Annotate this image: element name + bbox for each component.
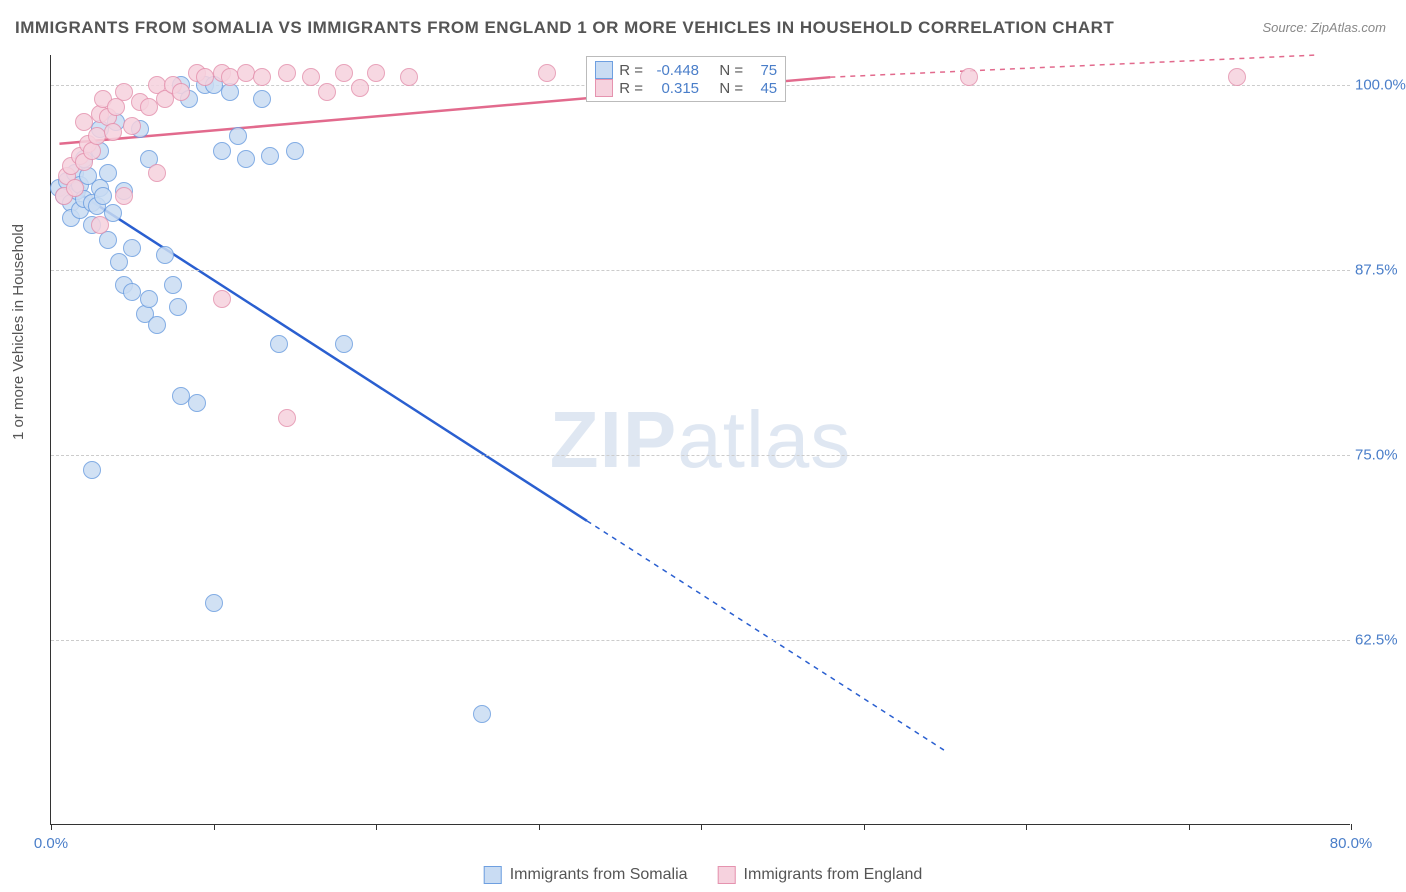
x-tick-mark bbox=[51, 824, 52, 830]
scatter-point bbox=[278, 409, 296, 427]
scatter-point bbox=[140, 290, 158, 308]
x-tick-mark bbox=[1189, 824, 1190, 830]
gridline-horizontal bbox=[51, 640, 1350, 641]
x-tick-mark bbox=[376, 824, 377, 830]
scatter-point bbox=[205, 594, 223, 612]
scatter-plot-area: ZIPatlas 62.5%75.0%87.5%100.0%0.0%80.0% bbox=[50, 55, 1350, 825]
scatter-point bbox=[335, 335, 353, 353]
scatter-point bbox=[473, 705, 491, 723]
source-value: ZipAtlas.com bbox=[1311, 20, 1386, 35]
scatter-point bbox=[156, 246, 174, 264]
scatter-point bbox=[75, 113, 93, 131]
legend-label: Immigrants from Somalia bbox=[510, 866, 688, 884]
scatter-point bbox=[172, 83, 190, 101]
legend-swatch bbox=[484, 866, 502, 884]
trend-line-solid bbox=[59, 181, 586, 521]
scatter-point bbox=[99, 164, 117, 182]
scatter-point bbox=[164, 276, 182, 294]
watermark-bold: ZIP bbox=[550, 395, 677, 484]
gridline-horizontal bbox=[51, 455, 1350, 456]
scatter-point bbox=[115, 187, 133, 205]
scatter-point bbox=[367, 64, 385, 82]
scatter-point bbox=[351, 79, 369, 97]
scatter-point bbox=[261, 147, 279, 165]
scatter-point bbox=[237, 64, 255, 82]
bottom-legend: Immigrants from Somalia Immigrants from E… bbox=[484, 866, 923, 884]
r-value: 0.315 bbox=[649, 80, 699, 97]
x-tick-mark bbox=[1026, 824, 1027, 830]
scatter-point bbox=[104, 123, 122, 141]
legend-label: Immigrants from England bbox=[744, 866, 923, 884]
y-axis-label: 1 or more Vehicles in Household bbox=[10, 224, 27, 440]
x-tick-label: 80.0% bbox=[1330, 835, 1373, 852]
y-tick-label: 100.0% bbox=[1355, 76, 1405, 93]
x-tick-mark bbox=[539, 824, 540, 830]
gridline-horizontal bbox=[51, 270, 1350, 271]
scatter-point bbox=[286, 142, 304, 160]
scatter-point bbox=[148, 316, 166, 334]
scatter-point bbox=[123, 117, 141, 135]
scatter-point bbox=[94, 187, 112, 205]
scatter-point bbox=[169, 298, 187, 316]
r-label: R = bbox=[619, 62, 643, 79]
source-label: Source: bbox=[1262, 20, 1310, 35]
x-tick-mark bbox=[701, 824, 702, 830]
legend-swatch bbox=[595, 79, 613, 97]
scatter-point bbox=[229, 127, 247, 145]
scatter-point bbox=[253, 90, 271, 108]
scatter-point bbox=[270, 335, 288, 353]
scatter-point bbox=[115, 83, 133, 101]
n-label: N = bbox=[719, 80, 743, 97]
legend-item: Immigrants from Somalia bbox=[484, 866, 688, 884]
scatter-point bbox=[110, 253, 128, 271]
x-tick-mark bbox=[1351, 824, 1352, 830]
scatter-point bbox=[213, 290, 231, 308]
scatter-point bbox=[140, 98, 158, 116]
scatter-point bbox=[91, 216, 109, 234]
trend-line-dashed bbox=[587, 521, 944, 750]
r-label: R = bbox=[619, 80, 643, 97]
watermark-light: atlas bbox=[677, 395, 851, 484]
n-value: 45 bbox=[749, 80, 777, 97]
x-tick-label: 0.0% bbox=[34, 835, 68, 852]
scatter-point bbox=[237, 150, 255, 168]
n-label: N = bbox=[719, 62, 743, 79]
correlation-stats-box: R = -0.448 N = 75 R = 0.315 N = 45 bbox=[586, 56, 786, 102]
n-value: 75 bbox=[749, 62, 777, 79]
scatter-point bbox=[318, 83, 336, 101]
trend-lines-layer bbox=[51, 55, 1350, 824]
scatter-point bbox=[335, 64, 353, 82]
legend-item: Immigrants from England bbox=[718, 866, 923, 884]
scatter-point bbox=[960, 68, 978, 86]
scatter-point bbox=[66, 179, 84, 197]
x-tick-mark bbox=[864, 824, 865, 830]
watermark: ZIPatlas bbox=[550, 394, 851, 486]
scatter-point bbox=[123, 239, 141, 257]
y-tick-label: 87.5% bbox=[1355, 261, 1405, 278]
scatter-point bbox=[1228, 68, 1246, 86]
scatter-point bbox=[213, 142, 231, 160]
scatter-point bbox=[148, 164, 166, 182]
scatter-point bbox=[278, 64, 296, 82]
legend-swatch bbox=[595, 61, 613, 79]
stats-row: R = -0.448 N = 75 bbox=[595, 61, 777, 79]
r-value: -0.448 bbox=[649, 62, 699, 79]
scatter-point bbox=[400, 68, 418, 86]
legend-swatch bbox=[718, 866, 736, 884]
scatter-point bbox=[538, 64, 556, 82]
stats-row: R = 0.315 N = 45 bbox=[595, 79, 777, 97]
y-tick-label: 62.5% bbox=[1355, 631, 1405, 648]
chart-title: IMMIGRANTS FROM SOMALIA VS IMMIGRANTS FR… bbox=[15, 18, 1114, 38]
scatter-point bbox=[302, 68, 320, 86]
x-tick-mark bbox=[214, 824, 215, 830]
source-attribution: Source: ZipAtlas.com bbox=[1262, 20, 1386, 35]
y-tick-label: 75.0% bbox=[1355, 446, 1405, 463]
scatter-point bbox=[188, 394, 206, 412]
scatter-point bbox=[253, 68, 271, 86]
scatter-point bbox=[83, 461, 101, 479]
